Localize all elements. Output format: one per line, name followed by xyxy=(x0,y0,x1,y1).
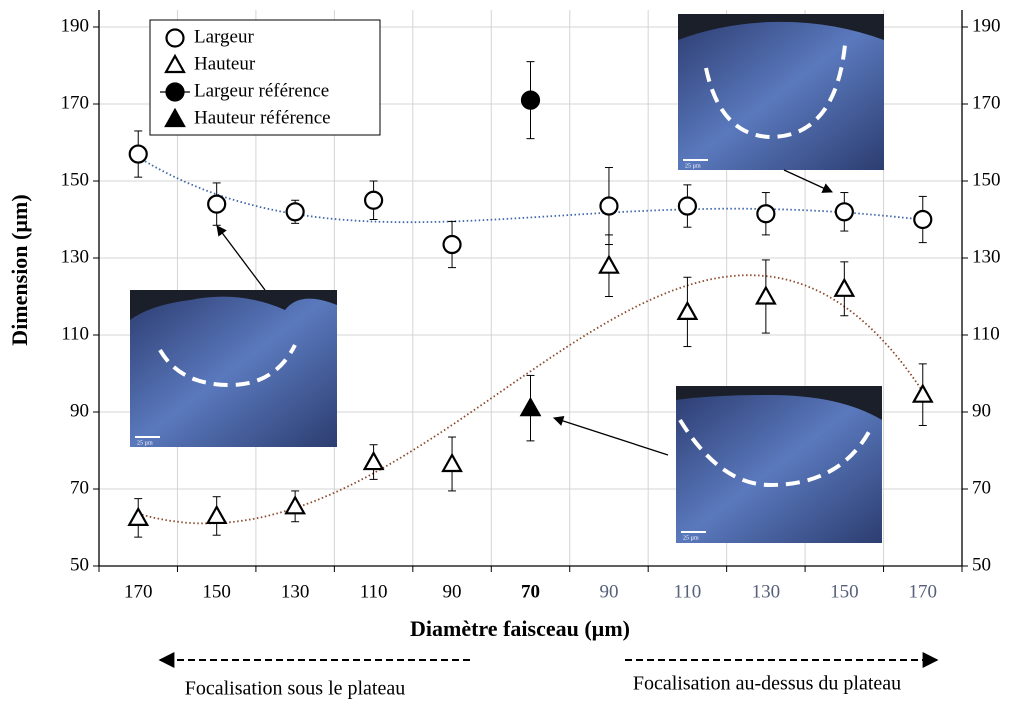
y2-tick-label: 110 xyxy=(972,323,1000,344)
data-point xyxy=(754,285,777,305)
legend-label: Hauteur référence xyxy=(194,107,331,128)
data-point xyxy=(205,504,228,525)
arrow xyxy=(783,169,833,193)
legend-label: Largeur xyxy=(194,26,254,47)
data-point xyxy=(598,254,620,274)
data-point xyxy=(834,202,854,222)
y2-tick-label: 190 xyxy=(972,15,1001,36)
y2-tick-label: 170 xyxy=(972,92,1001,113)
x-tick-label: 170 xyxy=(909,581,938,602)
y-tick-label: 150 xyxy=(61,169,90,190)
data-point xyxy=(362,450,385,471)
y-tick-label: 50 xyxy=(70,554,89,575)
y-tick-label: 130 xyxy=(61,246,90,267)
data-point xyxy=(284,495,307,515)
legend-label: Largeur référence xyxy=(194,80,329,101)
x-tick-label: 150 xyxy=(202,581,231,602)
data-point xyxy=(519,396,542,417)
trend-line xyxy=(137,156,923,224)
data-point xyxy=(676,300,699,320)
y2-tick-label: 50 xyxy=(972,554,991,575)
data-point xyxy=(285,202,305,222)
x-tick-label: 130 xyxy=(281,581,310,602)
legend-marker xyxy=(164,53,186,74)
legend xyxy=(149,19,381,136)
x-tick-label: 90 xyxy=(599,581,618,602)
y2-tick-label: 130 xyxy=(972,246,1001,267)
y-axis-title: Dimension (µm) xyxy=(7,194,32,345)
x-tick-label: 170 xyxy=(124,581,153,602)
legend-marker xyxy=(164,107,186,128)
annotation: Focalisation sous le plateau xyxy=(185,678,406,700)
data-point xyxy=(520,90,541,110)
data-point xyxy=(599,196,619,216)
data-point xyxy=(833,277,856,297)
x-tick-label: 130 xyxy=(752,581,781,602)
data-point xyxy=(911,383,934,403)
data-point xyxy=(756,204,776,224)
inset-top-right: 25 µm xyxy=(678,14,884,170)
data-point xyxy=(677,196,698,216)
y-tick-label: 70 xyxy=(70,477,89,498)
y-tick-label: 90 xyxy=(70,400,89,421)
data-point xyxy=(442,234,462,255)
scale-label: 25 µm xyxy=(683,535,699,541)
y-tick-label: 110 xyxy=(61,323,89,344)
x-tick-label: 110 xyxy=(674,581,702,602)
y-tick-label: 170 xyxy=(61,92,90,113)
x-tick-label: 110 xyxy=(360,581,388,602)
data-point xyxy=(913,209,933,230)
inset-bottom-right: 25 µm xyxy=(676,386,882,543)
y-tick-label: 190 xyxy=(61,15,90,36)
scale-label: 25 µm xyxy=(685,163,701,169)
legend-marker xyxy=(165,28,185,48)
data-point xyxy=(127,506,150,526)
scale-label: 25 µm xyxy=(137,440,153,446)
data-point xyxy=(441,452,463,473)
x-axis-title: Diamètre faisceau (µm) xyxy=(410,616,630,641)
data-point xyxy=(363,190,384,210)
arrow xyxy=(216,225,266,291)
x-tick-label: 70 xyxy=(521,581,540,602)
arrow xyxy=(553,415,669,456)
data-point xyxy=(128,144,148,164)
x-tick-label: 90 xyxy=(443,581,462,602)
trend-line xyxy=(137,274,924,525)
x-tick-label: 150 xyxy=(830,581,859,602)
legend-label: Hauteur xyxy=(194,53,256,74)
legend-marker xyxy=(165,82,185,102)
data-point xyxy=(207,194,227,214)
annotation: Focalisation au-dessus du plateau xyxy=(633,673,901,695)
y2-tick-label: 90 xyxy=(972,400,991,421)
y2-tick-label: 70 xyxy=(972,477,991,498)
inset-left: 25 µm xyxy=(130,290,337,447)
y2-tick-label: 150 xyxy=(972,169,1001,190)
